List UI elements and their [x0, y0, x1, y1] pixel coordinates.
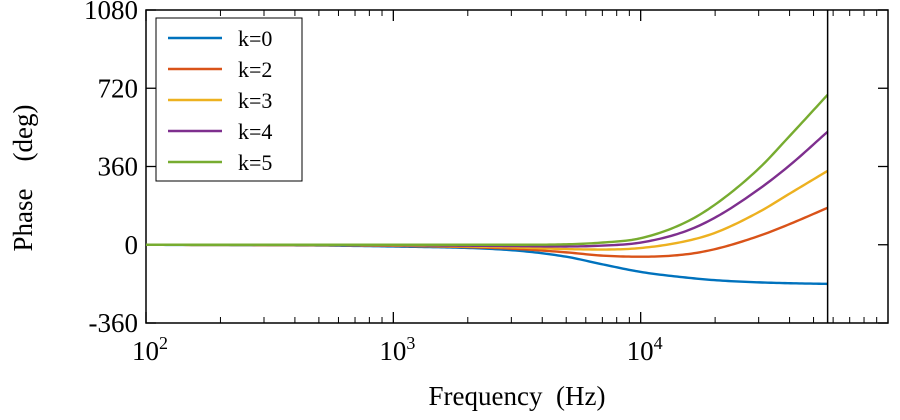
- y-tick-labels: -360 0 360 720 1080: [84, 0, 138, 338]
- y-tick-label: 720: [98, 73, 139, 103]
- series-lines: [145, 93, 829, 286]
- y-tick-label: 360: [98, 152, 139, 182]
- x-tick-label: 103: [379, 333, 415, 366]
- y-tick-label: 1080: [84, 0, 138, 25]
- x-tick-labels: 102 103 104: [132, 333, 663, 366]
- legend-label: k=2: [238, 57, 272, 82]
- x-tick-label: 104: [627, 333, 663, 366]
- legend: k=0 k=2 k=3 k=4 k=5: [155, 17, 303, 182]
- y-tick-label: 0: [125, 230, 139, 260]
- x-axis-label: Frequency (Hz): [429, 381, 606, 411]
- x-minor-ticks: [219, 10, 878, 323]
- legend-label: k=4: [238, 119, 272, 144]
- y-axis-label: Phase (deg): [8, 105, 38, 252]
- series-line-k=5: [146, 93, 829, 246]
- legend-label: k=0: [238, 26, 272, 51]
- x-tick-label: 102: [132, 333, 168, 366]
- legend-label: k=5: [238, 150, 272, 175]
- legend-label: k=3: [238, 88, 272, 113]
- y-tick-label: -360: [89, 308, 139, 338]
